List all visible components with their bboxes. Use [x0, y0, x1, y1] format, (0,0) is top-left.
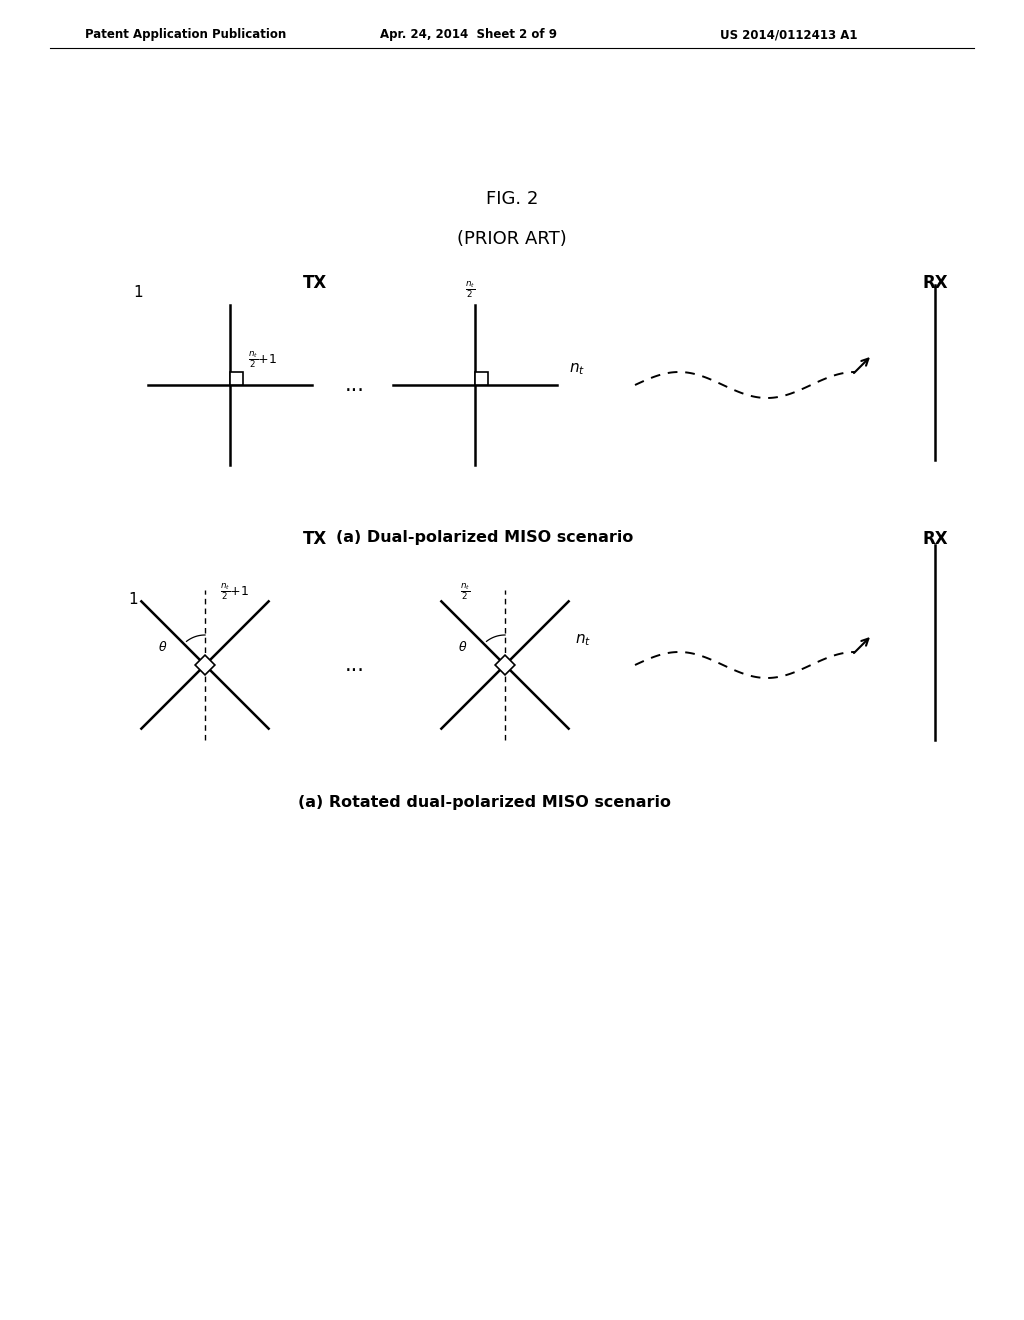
Text: RX: RX: [923, 275, 948, 292]
Text: RX: RX: [923, 531, 948, 548]
Text: (a) Rotated dual-polarized MISO scenario: (a) Rotated dual-polarized MISO scenario: [299, 795, 672, 810]
Text: $n_t$: $n_t$: [569, 362, 585, 378]
Text: $\theta$: $\theta$: [158, 640, 167, 653]
Bar: [495, 655, 515, 675]
Text: 1: 1: [133, 285, 143, 300]
Text: $\frac{n_t}{2}$: $\frac{n_t}{2}$: [465, 280, 475, 300]
Text: 1: 1: [128, 591, 137, 606]
Text: (PRIOR ART): (PRIOR ART): [457, 230, 567, 248]
Text: ...: ...: [345, 375, 365, 395]
Bar: [230, 372, 243, 385]
Text: TX: TX: [303, 275, 327, 292]
Text: $\frac{n_t}{2}$: $\frac{n_t}{2}$: [460, 581, 470, 602]
Text: Apr. 24, 2014  Sheet 2 of 9: Apr. 24, 2014 Sheet 2 of 9: [380, 28, 557, 41]
Text: $\frac{n_t}{2}$+1: $\frac{n_t}{2}$+1: [248, 350, 276, 370]
Text: (a) Dual-polarized MISO scenario: (a) Dual-polarized MISO scenario: [336, 531, 634, 545]
Bar: [196, 655, 215, 675]
Text: $\theta$: $\theta$: [458, 640, 467, 653]
Bar: [475, 372, 488, 385]
Text: TX: TX: [303, 531, 327, 548]
Text: US 2014/0112413 A1: US 2014/0112413 A1: [720, 28, 857, 41]
Text: ...: ...: [345, 655, 365, 675]
Text: $n_t$: $n_t$: [575, 632, 592, 648]
Text: $\frac{n_t}{2}$+1: $\frac{n_t}{2}$+1: [220, 581, 249, 602]
Text: FIG. 2: FIG. 2: [485, 190, 539, 209]
Text: Patent Application Publication: Patent Application Publication: [85, 28, 287, 41]
